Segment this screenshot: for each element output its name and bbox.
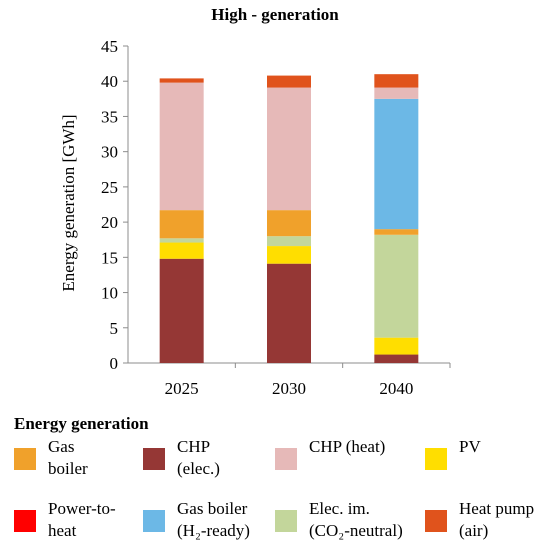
bar-segment: [374, 337, 419, 355]
y-tick-label: 25: [101, 178, 118, 197]
bar-segment: [267, 246, 311, 264]
legend-label-gas-boiler-h2: Gas boiler (H₂-ready): [177, 499, 250, 540]
legend-swatch-gas-boiler-h2: [143, 510, 165, 532]
legend-item-chp-elec: CHP (elec.): [143, 436, 220, 480]
bar-segment: [159, 210, 204, 239]
y-tick-label: 35: [101, 107, 118, 126]
legend-label-elec-import: Elec. im. (CO₂-neutral): [309, 499, 403, 540]
y-tick-label: 40: [101, 72, 118, 91]
x-tick-label: 2025: [165, 379, 199, 398]
legend-item-gas-boiler: Gas boiler: [14, 436, 88, 480]
legend-title: Energy generation: [14, 414, 149, 433]
legend-label-heat-pump: Heat pump (air): [459, 499, 535, 540]
bar-segment: [159, 82, 204, 211]
x-ticks: 2025 2030 2040: [165, 363, 451, 398]
legend-item-elec-import: Elec. im. (CO₂-neutral): [275, 498, 403, 542]
legend-item-power-to-heat: Power-to- heat: [14, 498, 116, 542]
bar-segment: [159, 258, 204, 363]
y-ticks: 0 5 10 15 20 25 30 35 40 45: [101, 37, 128, 373]
bar-segment: [267, 236, 311, 247]
y-tick-label: 5: [110, 319, 119, 338]
legend-swatch-power-to-heat: [14, 510, 36, 532]
legend-label-chp-heat: CHP (heat): [309, 437, 386, 456]
bar-segment: [267, 87, 311, 211]
bar-segment: [374, 234, 419, 338]
bar-segment: [267, 263, 311, 363]
y-tick-label: 15: [101, 248, 118, 267]
legend-swatch-heat-pump: [425, 510, 447, 532]
legend-item-heat-pump: Heat pump (air): [425, 498, 534, 542]
legend-label-gas-boiler: Gas boiler: [48, 437, 88, 478]
legend-item-chp-heat: CHP (heat): [275, 436, 385, 470]
legend-swatch-chp-elec: [143, 448, 165, 470]
x-tick-label: 2040: [379, 379, 413, 398]
x-tick-label: 2030: [272, 379, 306, 398]
bars: [159, 74, 419, 363]
bar-segment: [374, 98, 419, 230]
bar-segment: [374, 354, 419, 363]
legend-swatch-pv: [425, 448, 447, 470]
legend-label-power-to-heat: Power-to- heat: [48, 499, 116, 540]
legend-item-gas-boiler-h2: Gas boiler (H₂-ready): [143, 498, 250, 542]
legend-label-chp-elec: CHP (elec.): [177, 437, 220, 478]
y-axis-label: Energy generation [GWh]: [59, 114, 78, 291]
bar-segment: [267, 210, 311, 237]
chart-title: High - generation: [211, 5, 339, 24]
y-tick-label: 10: [101, 284, 118, 303]
bar-segment: [374, 87, 419, 99]
y-tick-label: 45: [101, 37, 118, 56]
bar-segment: [374, 229, 419, 235]
legend-swatch-chp-heat: [275, 448, 297, 470]
y-tick-label: 0: [110, 354, 119, 373]
legend-item-pv: PV: [425, 436, 481, 470]
bar-segment: [267, 75, 311, 88]
stacked-bar-chart: High - generation Energy generation [GWh…: [59, 5, 451, 398]
bar-segment: [374, 74, 419, 88]
y-tick-label: 30: [101, 143, 118, 162]
legend-swatch-elec-import: [275, 510, 297, 532]
y-tick-label: 20: [101, 213, 118, 232]
bar-segment: [159, 238, 204, 243]
bar-segment: [159, 78, 204, 83]
legend-label-pv: PV: [459, 437, 481, 456]
legend-swatch-gas-boiler: [14, 448, 36, 470]
bar-segment: [159, 242, 204, 259]
